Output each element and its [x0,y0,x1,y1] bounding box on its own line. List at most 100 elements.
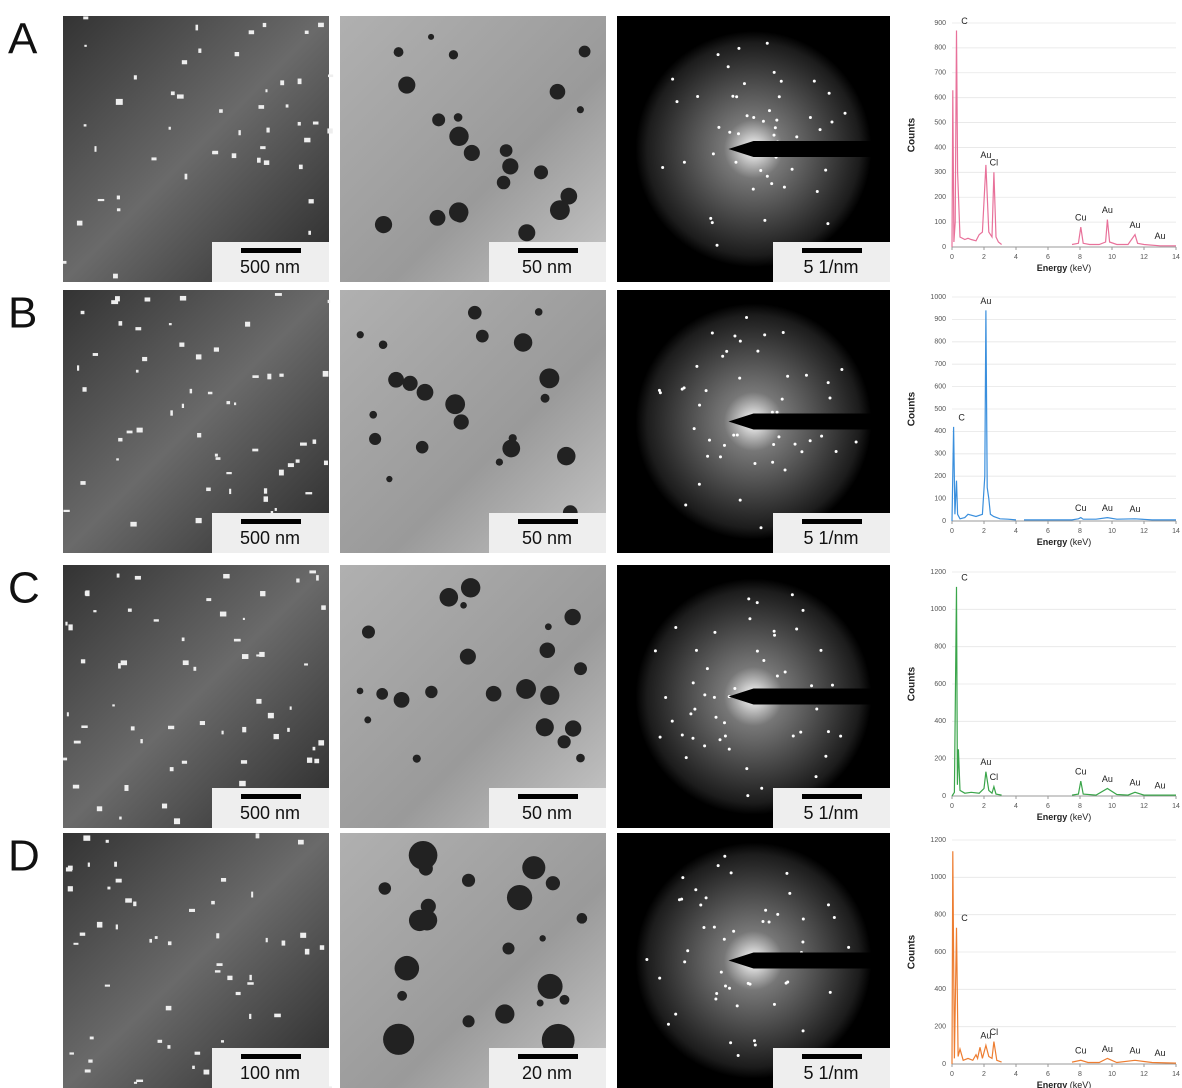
spot [771,461,774,464]
spot [780,80,783,83]
scale-bar-label: 5 1/nm [803,528,858,548]
particle [211,901,215,904]
spot [782,331,785,334]
particle [82,387,86,392]
particle [121,660,127,665]
particle [215,970,221,972]
particle [162,804,167,809]
spot [664,696,667,699]
particle [206,488,211,492]
spot [659,736,662,739]
particle [94,146,96,152]
peak-label: Cu [1075,212,1087,222]
spot [799,731,802,734]
particle [177,94,184,98]
particle [507,885,532,910]
particle [318,740,324,745]
particle [375,216,392,233]
particle [106,840,109,843]
y-tick-label: 500 [934,406,946,413]
spot [747,597,750,600]
particle [286,104,289,107]
particle [247,982,253,985]
micrograph: 50 nm [340,290,606,553]
particle [182,404,184,408]
particle [125,898,132,902]
particle [409,841,438,870]
spot [712,152,715,155]
particle [308,231,311,235]
spot [847,946,850,949]
spot [833,916,836,919]
particle [216,457,221,460]
scale-bar-label: 20 nm [522,1063,572,1083]
particle [234,639,241,642]
spot [681,733,684,736]
particle [318,23,324,27]
scale-bar-label: 50 nm [522,803,572,823]
spot [795,135,798,138]
particle [242,654,248,659]
spot [819,128,822,131]
x-tick-label: 12 [1140,528,1148,535]
particle [305,31,309,34]
particle [496,458,503,465]
particle [266,938,268,942]
particle [236,992,241,995]
particle [304,138,310,143]
particle [267,374,271,380]
spot [805,374,808,377]
spot [770,182,773,185]
peak-label: Cl [990,772,999,782]
spot [725,350,728,353]
particle [535,308,543,316]
spot [734,161,737,164]
spot [754,1044,757,1047]
particle [546,876,560,890]
particle [167,1045,170,1049]
spot [693,708,696,711]
spot [778,95,781,98]
spot [839,735,842,738]
panel-letter: A [8,15,38,64]
particle [362,625,375,638]
particle [116,924,118,929]
spot [776,411,779,414]
spot [693,427,696,430]
spot [738,377,741,380]
particle [476,330,489,343]
y-tick-label: 200 [934,756,946,763]
scale-bar [802,1054,862,1059]
x-tick-label: 6 [1046,1071,1050,1078]
x-tick-label: 14 [1172,528,1180,535]
particle [558,735,571,748]
spot [756,350,759,353]
spot [717,126,720,129]
particle [206,598,211,601]
y-tick-label: 400 [934,986,946,993]
spot [813,80,816,83]
spot [724,734,727,737]
spot [654,649,657,652]
spot [773,134,776,137]
panel-letter: C [8,564,40,613]
particle [142,357,147,361]
particle [85,590,89,596]
particle [154,619,159,621]
particle [565,720,581,736]
spot [667,1023,670,1026]
scale-bar [518,519,578,524]
beam-stop [729,953,891,969]
y-tick-label: 100 [934,219,946,226]
scale-bar [241,519,301,524]
peak-label: C [961,16,968,26]
spot [773,1003,776,1006]
spot [826,222,829,225]
particle [232,153,237,158]
spot [773,634,776,637]
spot [735,95,738,98]
particle [134,1082,137,1084]
scale-bar-label: 50 nm [522,528,572,548]
particle [369,433,381,445]
spot [733,334,736,337]
